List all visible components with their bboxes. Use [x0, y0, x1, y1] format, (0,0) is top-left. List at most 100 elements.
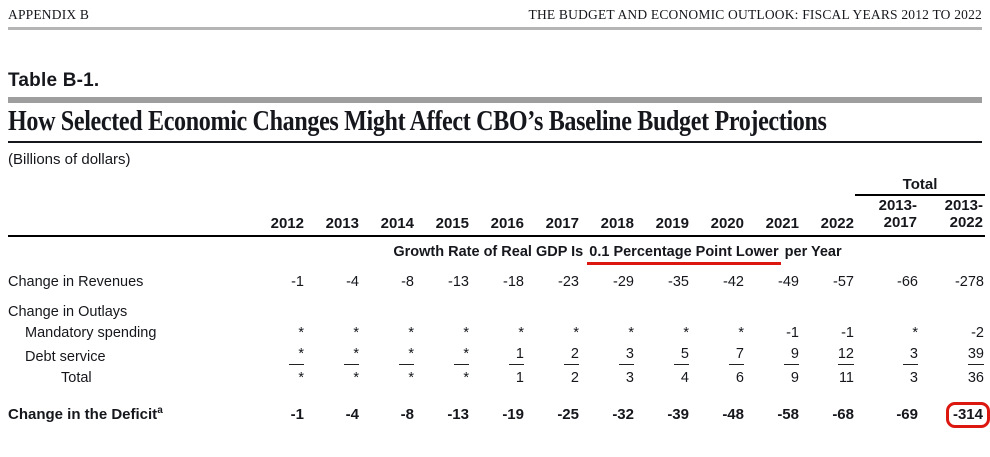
- value-text: *: [298, 324, 304, 341]
- value-cell: 3: [580, 365, 635, 386]
- value-text: 3: [619, 346, 634, 365]
- table-row: Debt service * * * * 1 2 3 5 7 9 12 3 39: [8, 341, 985, 365]
- value-cell: -13: [415, 260, 470, 290]
- row-label: Change in the Deficita: [8, 386, 250, 423]
- section-header-suffix: per Year: [780, 243, 842, 260]
- value-cell: 5: [635, 341, 690, 365]
- section-header-prefix: Growth Rate of Real GDP Is: [393, 243, 588, 260]
- value-text: -68: [832, 405, 854, 423]
- year-column-header: 2020: [690, 195, 745, 237]
- row-label: Change in Outlays: [8, 290, 250, 320]
- value-text: 39: [967, 346, 984, 365]
- value-text: -58: [777, 405, 799, 423]
- value-cell: *: [250, 341, 305, 365]
- value-text: -25: [557, 405, 579, 423]
- value-text: -69: [896, 405, 918, 423]
- value-cell: 12: [800, 341, 855, 365]
- table-row: Mandatory spending * * * * * * * * * -1 -1 * -2: [8, 320, 985, 341]
- table-row: Change in Revenues -1 -4 -8 -13 -18 -23 -29 -35 -…: [8, 260, 985, 290]
- value-text: *: [298, 369, 304, 386]
- title-rule: [8, 141, 982, 143]
- value-text: 3: [903, 346, 918, 365]
- value-text: *: [683, 324, 689, 341]
- value-cell: 6: [690, 365, 745, 386]
- row-label: Debt service: [8, 341, 250, 365]
- value-text: *: [628, 324, 634, 341]
- section-header: Growth Rate of Real GDP Is 0.1 Percentag…: [250, 236, 985, 265]
- total-column-header-line: 2022: [949, 213, 983, 231]
- table-row: Change in Outlays: [8, 290, 985, 320]
- value-cell: -8: [360, 386, 415, 423]
- running-head: APPENDIX B THE BUDGET AND ECONOMIC OUTLO…: [8, 0, 982, 23]
- value-cell: -314: [919, 386, 990, 428]
- value-cell: -278: [919, 260, 985, 290]
- value-text: -48: [722, 405, 744, 423]
- value-text: -42: [723, 273, 744, 290]
- footnote-marker: a: [157, 404, 163, 416]
- row-label-text: Debt service: [25, 348, 106, 365]
- value-cell: -13: [415, 386, 470, 423]
- table-title: How Selected Economic Changes Might Affe…: [8, 106, 827, 137]
- year-column-header: 2012: [250, 195, 305, 237]
- value-cell: -1: [250, 260, 305, 290]
- value-cell: -18: [470, 260, 525, 290]
- value-text: 3: [625, 369, 634, 386]
- total-column-header-line: 2013-: [944, 197, 983, 214]
- row-label: Total: [8, 365, 250, 386]
- value-text: -278: [954, 273, 984, 290]
- value-text: -1: [786, 324, 799, 341]
- budget-table: Total 2012 2013 2014 2015 2016 2017 2018 2019 202…: [8, 176, 990, 428]
- value-text: -18: [503, 273, 524, 290]
- total-column-header: 2013- 2017: [855, 195, 919, 237]
- value-cell: 3: [855, 341, 919, 365]
- value-cell: -25: [525, 386, 580, 423]
- value-text: *: [454, 346, 469, 365]
- total-column-header-line: 2013-: [878, 197, 917, 214]
- year-column-header: 2022: [800, 195, 855, 237]
- value-cell: -32: [580, 386, 635, 423]
- value-cell: -42: [690, 260, 745, 290]
- value-cell: -39: [635, 386, 690, 423]
- value-text: -1: [291, 273, 304, 290]
- value-cell: -49: [745, 260, 800, 290]
- value-cell: -29: [580, 260, 635, 290]
- value-text: -49: [778, 273, 799, 290]
- value-cell: -69: [855, 386, 919, 423]
- value-cell: 39: [919, 341, 985, 365]
- value-text: 36: [967, 369, 984, 386]
- value-text: *: [408, 369, 414, 386]
- row-label-text: Change in the Deficit: [8, 405, 158, 423]
- value-cell: *: [305, 320, 360, 341]
- section-header-highlight-underlined-red: 0.1 Percentage Point Lower: [587, 243, 781, 265]
- empty-cells: [250, 290, 985, 320]
- value-cell: *: [360, 320, 415, 341]
- value-text: -2: [971, 324, 984, 341]
- value-text: 12: [837, 346, 854, 365]
- value-cell: *: [415, 341, 470, 365]
- value-text: -29: [613, 273, 634, 290]
- year-column-header: 2013: [305, 195, 360, 237]
- value-cell: -1: [800, 320, 855, 341]
- value-cell: 1: [470, 365, 525, 386]
- year-column-header: 2021: [745, 195, 800, 237]
- value-cell: *: [580, 320, 635, 341]
- value-cell: -4: [305, 260, 360, 290]
- value-cell: -35: [635, 260, 690, 290]
- value-cell: 4: [635, 365, 690, 386]
- row-label-text: Total: [61, 369, 92, 386]
- year-column-header: 2014: [360, 195, 415, 237]
- value-cell: 2: [525, 341, 580, 365]
- circled-value-red-annotation: -314: [945, 401, 990, 428]
- value-text: 1: [509, 346, 524, 365]
- table-label: Table B-1.: [8, 70, 100, 91]
- value-cell: *: [470, 320, 525, 341]
- value-text: -32: [612, 405, 634, 423]
- value-cell: *: [690, 320, 745, 341]
- value-text: -13: [447, 405, 469, 423]
- value-text: *: [463, 369, 469, 386]
- value-text: 9: [790, 369, 799, 386]
- value-cell: *: [525, 320, 580, 341]
- value-text: -23: [558, 273, 579, 290]
- table-row: Change in the Deficita -1 -4 -8 -13 -19 -25 -32…: [8, 386, 990, 428]
- value-text: -1: [290, 405, 304, 423]
